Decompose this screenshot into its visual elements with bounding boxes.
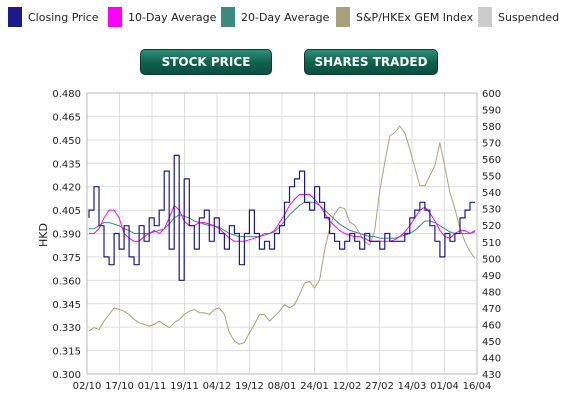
y2-tick-label: 430 [482,370,501,381]
series-layer [88,125,476,345]
series-line-s-p-hkex-gem-index [88,125,476,345]
y2-tick-label: 510 [482,238,501,249]
x-tick-label: 02/10 [73,381,102,392]
x-tick-label: 08/01 [268,381,297,392]
legend-item-gem-index[interactable]: S&P/HKEx GEM Index [336,7,473,27]
y-axis-label: HKD [37,223,50,247]
legend-swatch-20-day-average [221,7,235,27]
y2-tick-label: 440 [482,353,501,364]
legend-swatch-closing-price [8,7,22,27]
y-axis-left: 0.480 0.465 0.450 0.435 0.420 0.405 0.390 0.375… [52,89,81,381]
x-tick-label: 01/04 [430,381,459,392]
y2-tick-label: 520 [482,221,501,232]
y-tick-label: 0.420 [52,183,81,194]
y2-tick-label: 590 [482,106,501,117]
legend-swatch-10-day-average [108,7,122,27]
stock-price-button[interactable]: STOCK PRICE [140,49,272,75]
shares-traded-button[interactable]: SHARES TRADED [304,49,438,75]
x-tick-label: 17/10 [105,381,134,392]
x-tick-label: 16/04 [463,381,492,392]
x-tick-label: 01/11 [138,381,167,392]
x-tick-label: 24/01 [300,381,329,392]
x-tick-label: 12/02 [333,381,362,392]
chart-legend: Closing Price 10-Day Average 20-Day Aver… [0,0,570,34]
y-tick-label: 0.435 [52,159,81,170]
x-tick-label: 14/03 [398,381,427,392]
legend-item-10-day-average[interactable]: 10-Day Average [108,7,216,27]
x-tick-label: 04/12 [203,381,232,392]
y2-tick-label: 470 [482,304,501,315]
y-tick-label: 0.390 [52,230,81,241]
y-axis-right: 600 590 580 570 560 550 540 530 520 510 500 490 480 4… [482,89,501,381]
y-tick-label: 0.345 [52,300,81,311]
y2-tick-label: 580 [482,122,501,133]
x-tick-label: 27/02 [365,381,394,392]
plot-frame [86,92,478,375]
y2-tick-label: 500 [482,254,501,265]
legend-item-20-day-average[interactable]: 20-Day Average [221,7,329,27]
chart-grid [87,93,477,374]
y-tick-label: 0.315 [52,347,81,358]
y-tick-label: 0.360 [52,276,81,287]
y2-tick-label: 480 [482,287,501,298]
y-tick-label: 0.465 [52,112,81,123]
y2-tick-label: 450 [482,337,501,348]
legend-label: 20-Day Average [241,10,330,24]
y2-tick-label: 550 [482,172,501,183]
legend-label: 10-Day Average [128,10,217,24]
y-tick-label: 0.375 [52,253,81,264]
y-tick-label: 0.330 [52,323,81,334]
series-line-10-day-average [89,194,476,242]
x-axis: 02/10 17/10 01/11 19/11 04/12 19/12 08/01 24/01… [73,381,492,392]
y2-tick-label: 490 [482,271,501,282]
legend-item-suspended[interactable]: Suspended [478,7,559,27]
y-tick-label: 0.300 [52,370,81,381]
y2-tick-label: 460 [482,320,501,331]
legend-item-closing-price[interactable]: Closing Price [8,7,99,27]
y-tick-label: 0.450 [52,136,81,147]
y2-tick-label: 600 [482,89,501,100]
legend-swatch-gem-index [336,7,350,27]
legend-swatch-suspended [478,7,492,27]
y2-tick-label: 570 [482,139,501,150]
series-line-closing-price [88,154,475,281]
y2-tick-label: 530 [482,205,501,216]
y-tick-label: 0.405 [52,206,81,217]
y2-tick-label: 560 [482,155,501,166]
x-tick-label: 19/12 [235,381,264,392]
legend-label: Suspended [498,10,560,24]
legend-label: S&P/HKEx GEM Index [356,10,474,24]
y2-tick-label: 540 [482,188,501,199]
x-tick-label: 19/11 [170,381,199,392]
series-line-20-day-average [89,201,476,239]
y-tick-label: 0.480 [52,89,81,100]
legend-label: Closing Price [28,10,99,24]
